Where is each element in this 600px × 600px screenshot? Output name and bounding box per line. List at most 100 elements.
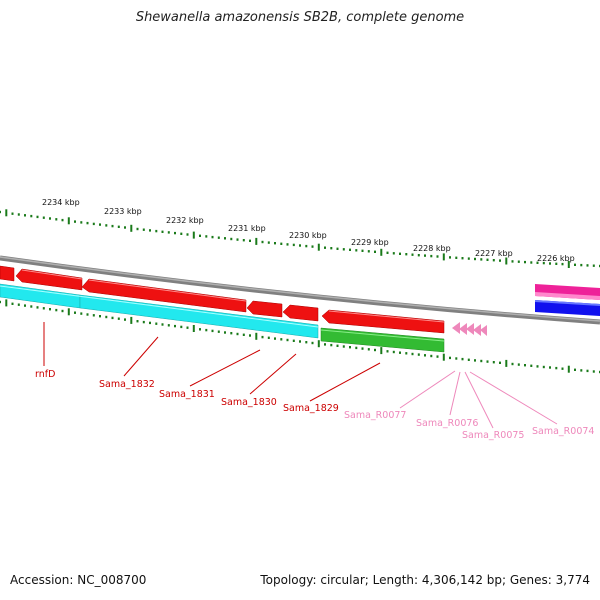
minor-tick: [211, 329, 214, 333]
minor-tick: [330, 343, 333, 347]
minor-tick: [74, 311, 76, 314]
scale-label: 2230 kbp: [289, 231, 327, 240]
gene-block-blue-highlight: [535, 300, 600, 306]
minor-tick: [367, 250, 370, 253]
minor-tick: [586, 264, 589, 267]
gene-label[interactable]: rnfD: [35, 369, 55, 380]
minor-tick: [467, 257, 470, 260]
minor-tick: [299, 340, 301, 343]
minor-tick: [399, 351, 401, 354]
trna-arrow[interactable]: [452, 322, 460, 334]
scale-label: 2233 kbp: [104, 207, 142, 216]
gene-block-green[interactable]: [320, 327, 445, 353]
minor-tick: [536, 261, 539, 264]
minor-tick: [311, 341, 314, 345]
minor-tick: [242, 239, 245, 242]
minor-tick: [149, 321, 151, 325]
trna-arrow[interactable]: [473, 324, 481, 336]
minor-tick: [136, 320, 139, 323]
minor-tick: [555, 366, 558, 370]
minor-tick: [124, 318, 126, 321]
minor-tick: [142, 320, 145, 324]
minor-tick: [0, 300, 1, 304]
minor-tick: [117, 225, 120, 228]
major-tick: [67, 217, 70, 225]
major-tick: [67, 308, 70, 316]
minor-tick: [61, 309, 64, 313]
gene-arrow-red[interactable]: [321, 309, 445, 334]
minor-tick: [117, 317, 120, 320]
right-features: [535, 284, 600, 316]
major-tick: [317, 340, 320, 348]
minor-tick: [480, 359, 483, 363]
gene-arrow-red[interactable]: [81, 278, 247, 313]
minor-tick: [449, 256, 451, 259]
gene-label[interactable]: Sama_1830: [221, 397, 277, 408]
connector-line: [123, 336, 159, 377]
minor-tick: [486, 360, 489, 363]
minor-tick: [36, 215, 39, 219]
gene-label[interactable]: Sama_1829: [283, 403, 339, 414]
gene-block-green-highlight: [320, 329, 445, 342]
minor-tick: [180, 232, 183, 235]
minor-tick: [286, 338, 289, 342]
gene-arrow-red[interactable]: [0, 265, 15, 282]
minor-tick: [449, 356, 451, 360]
trna-arrow[interactable]: [480, 325, 487, 336]
minor-tick: [424, 254, 426, 257]
minor-tick: [174, 231, 176, 235]
minor-tick: [417, 353, 420, 356]
minor-tick: [30, 305, 33, 308]
gene-label[interactable]: Sama_R0075: [462, 430, 524, 441]
minor-tick: [549, 366, 551, 369]
minor-tick: [474, 359, 476, 362]
minor-tick: [542, 365, 545, 369]
trna-arrow[interactable]: [466, 323, 474, 335]
minor-tick: [517, 363, 520, 366]
gene-arrow-red[interactable]: [246, 300, 283, 318]
minor-tick: [367, 348, 370, 351]
minor-tick: [580, 263, 583, 267]
minor-tick: [411, 352, 414, 356]
minor-tick: [267, 336, 270, 339]
minor-tick: [361, 347, 364, 350]
minor-tick: [92, 314, 95, 317]
gene-label[interactable]: Sama_1831: [159, 389, 215, 400]
minor-tick: [142, 228, 145, 231]
gene-block-magenta-highlight: [535, 292, 600, 300]
gene-block-cyan[interactable]: [79, 294, 319, 339]
connector-line: [189, 349, 261, 387]
minor-tick: [499, 361, 501, 364]
minor-tick: [30, 214, 33, 218]
minor-tick: [349, 346, 351, 349]
minor-tick: [386, 251, 389, 254]
minor-tick: [49, 217, 51, 220]
minor-tick: [155, 322, 158, 325]
minor-tick: [199, 328, 201, 331]
genome-backbone-highlight: [0, 256, 600, 322]
gene-label[interactable]: Sama_R0077: [344, 410, 406, 421]
gene-arrow-red[interactable]: [282, 304, 319, 322]
forward-strand-genes: [0, 265, 445, 334]
gene-label[interactable]: Sama_R0076: [416, 418, 478, 429]
minor-tick: [480, 258, 483, 261]
minor-tick: [167, 231, 170, 234]
major-tick: [317, 243, 320, 251]
minor-tick: [492, 259, 495, 262]
minor-tick: [236, 332, 239, 336]
genome-summary: Topology: circular; Length: 4,306,142 bp…: [260, 573, 590, 587]
gene-arrow-red[interactable]: [15, 268, 83, 291]
gene-label[interactable]: Sama_R0074: [532, 426, 594, 437]
reverse-strand-genes: [0, 283, 445, 353]
major-tick: [255, 237, 258, 245]
trna-arrow[interactable]: [459, 323, 467, 335]
minor-tick: [161, 323, 164, 326]
connector-line: [309, 362, 381, 402]
trna-features: [452, 322, 487, 336]
minor-tick: [224, 237, 226, 240]
minor-tick: [342, 345, 345, 348]
minor-tick: [492, 361, 495, 364]
gene-label[interactable]: Sama_1832: [99, 379, 155, 390]
minor-tick: [124, 226, 126, 229]
